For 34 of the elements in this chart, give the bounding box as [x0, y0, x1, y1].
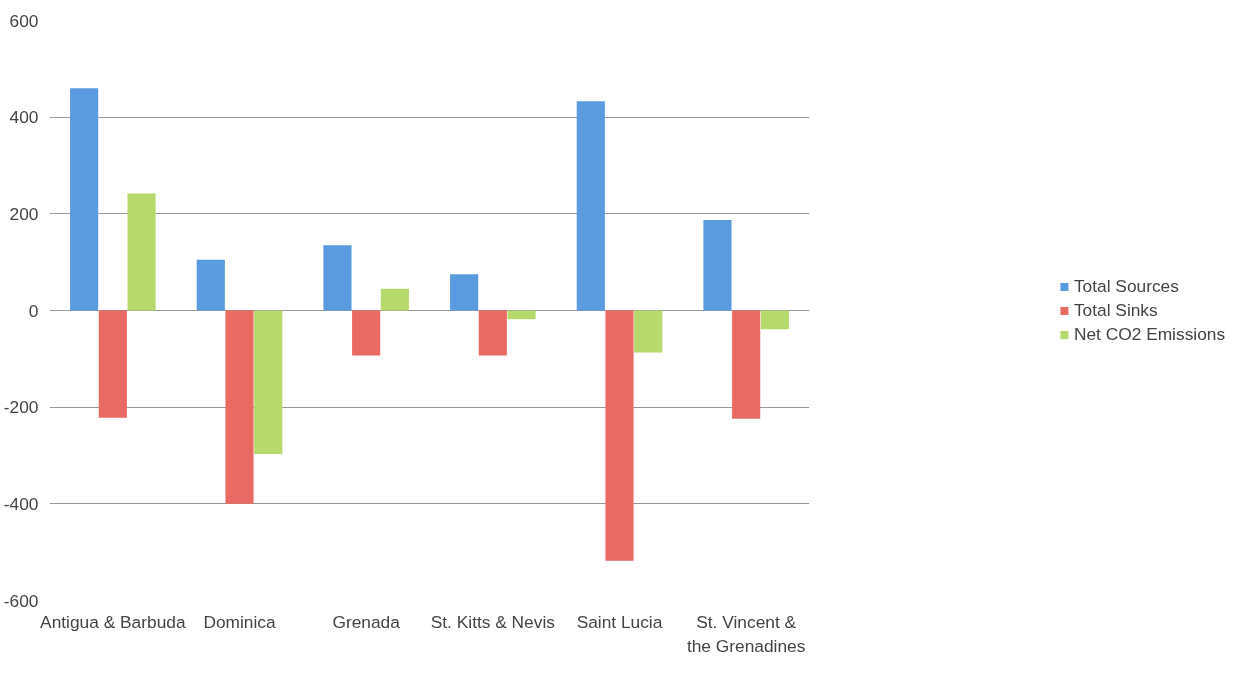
legend-label: Total Sinks — [1073, 299, 1158, 321]
bar — [70, 88, 99, 311]
bar — [450, 274, 479, 311]
bar — [605, 310, 634, 561]
legend-label: Total Sources — [1073, 275, 1179, 297]
y-tick-label: -200 — [3, 397, 39, 418]
x-tick-label: Dominica — [203, 611, 276, 632]
y-tick-label: -400 — [3, 493, 39, 514]
bar — [254, 310, 283, 455]
bar — [634, 310, 663, 353]
bar — [323, 245, 352, 311]
y-tick-label: 600 — [9, 10, 39, 31]
bar — [352, 310, 381, 356]
y-tick-label: 0 — [28, 300, 39, 321]
bar — [576, 101, 605, 311]
x-tick-label: Saint Lucia — [576, 611, 663, 632]
bar — [732, 310, 761, 419]
bar — [703, 220, 732, 311]
legend-label: Net CO2 Emissions — [1073, 323, 1226, 345]
x-tick-label: St. Vincent & the Grenadines — [686, 611, 806, 656]
bar — [196, 259, 225, 311]
bar — [225, 310, 254, 504]
x-tick-label: Grenada — [332, 611, 401, 632]
bar — [507, 310, 536, 320]
bar — [380, 288, 409, 311]
bar — [478, 310, 507, 356]
y-tick-label: 200 — [9, 203, 39, 224]
y-tick-label: 400 — [9, 107, 39, 128]
y-tick-label: -600 — [3, 590, 39, 611]
x-tick-label: St. Kitts & Nevis — [430, 611, 556, 632]
x-tick-label: Antigua & Barbuda — [40, 611, 186, 632]
bar — [127, 193, 156, 311]
bar — [760, 310, 789, 330]
bar — [98, 310, 127, 418]
